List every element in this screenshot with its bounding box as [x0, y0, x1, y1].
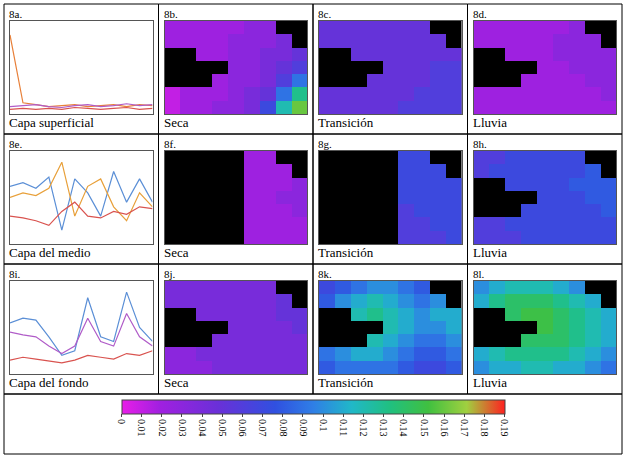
- svg-text:Capa del medio: Capa del medio: [9, 245, 91, 260]
- svg-text:0.12: 0.12: [358, 419, 369, 437]
- svg-text:0.06: 0.06: [237, 419, 248, 437]
- svg-text:8b.: 8b.: [164, 8, 178, 20]
- svg-text:8c.: 8c.: [318, 8, 331, 20]
- svg-text:0.01: 0.01: [136, 419, 147, 437]
- svg-text:0.16: 0.16: [439, 419, 450, 437]
- svg-text:Capa superficial: Capa superficial: [9, 115, 94, 130]
- svg-text:8a.: 8a.: [9, 8, 22, 20]
- svg-text:Lluvia: Lluvia: [473, 115, 507, 130]
- svg-text:8h.: 8h.: [473, 138, 487, 150]
- svg-text:0.03: 0.03: [177, 419, 188, 437]
- svg-text:Transición: Transición: [318, 375, 374, 390]
- svg-text:8i.: 8i.: [9, 268, 21, 280]
- svg-text:Transición: Transición: [318, 115, 374, 130]
- svg-text:0: 0: [116, 419, 127, 424]
- svg-text:0.02: 0.02: [157, 419, 168, 437]
- svg-text:0.09: 0.09: [298, 419, 309, 437]
- svg-text:Seca: Seca: [164, 245, 189, 260]
- svg-text:Transición: Transición: [318, 245, 374, 260]
- svg-text:8k.: 8k.: [318, 268, 332, 280]
- svg-text:0.05: 0.05: [217, 419, 228, 437]
- svg-text:8e.: 8e.: [9, 138, 22, 150]
- svg-text:8j.: 8j.: [164, 268, 176, 280]
- svg-text:8d.: 8d.: [473, 8, 487, 20]
- svg-text:Lluvia: Lluvia: [473, 245, 507, 260]
- svg-text:Lluvia: Lluvia: [473, 375, 507, 390]
- svg-text:8l.: 8l.: [473, 268, 485, 280]
- svg-text:0.14: 0.14: [398, 419, 409, 437]
- svg-text:0.04: 0.04: [197, 419, 208, 437]
- svg-text:0.13: 0.13: [378, 419, 389, 437]
- svg-text:0.18: 0.18: [479, 419, 490, 437]
- svg-text:Seca: Seca: [164, 115, 189, 130]
- svg-text:0.11: 0.11: [338, 419, 349, 436]
- svg-text:0.15: 0.15: [419, 419, 430, 437]
- svg-text:0.17: 0.17: [459, 419, 470, 437]
- svg-text:Capa del fondo: Capa del fondo: [9, 375, 88, 390]
- svg-text:8g.: 8g.: [318, 138, 332, 150]
- svg-text:Seca: Seca: [164, 375, 189, 390]
- svg-text:0.08: 0.08: [278, 419, 289, 437]
- svg-text:8f.: 8f.: [164, 138, 176, 150]
- svg-text:0.1: 0.1: [318, 419, 329, 432]
- svg-text:0.19: 0.19: [499, 419, 510, 437]
- svg-text:0.07: 0.07: [257, 419, 268, 437]
